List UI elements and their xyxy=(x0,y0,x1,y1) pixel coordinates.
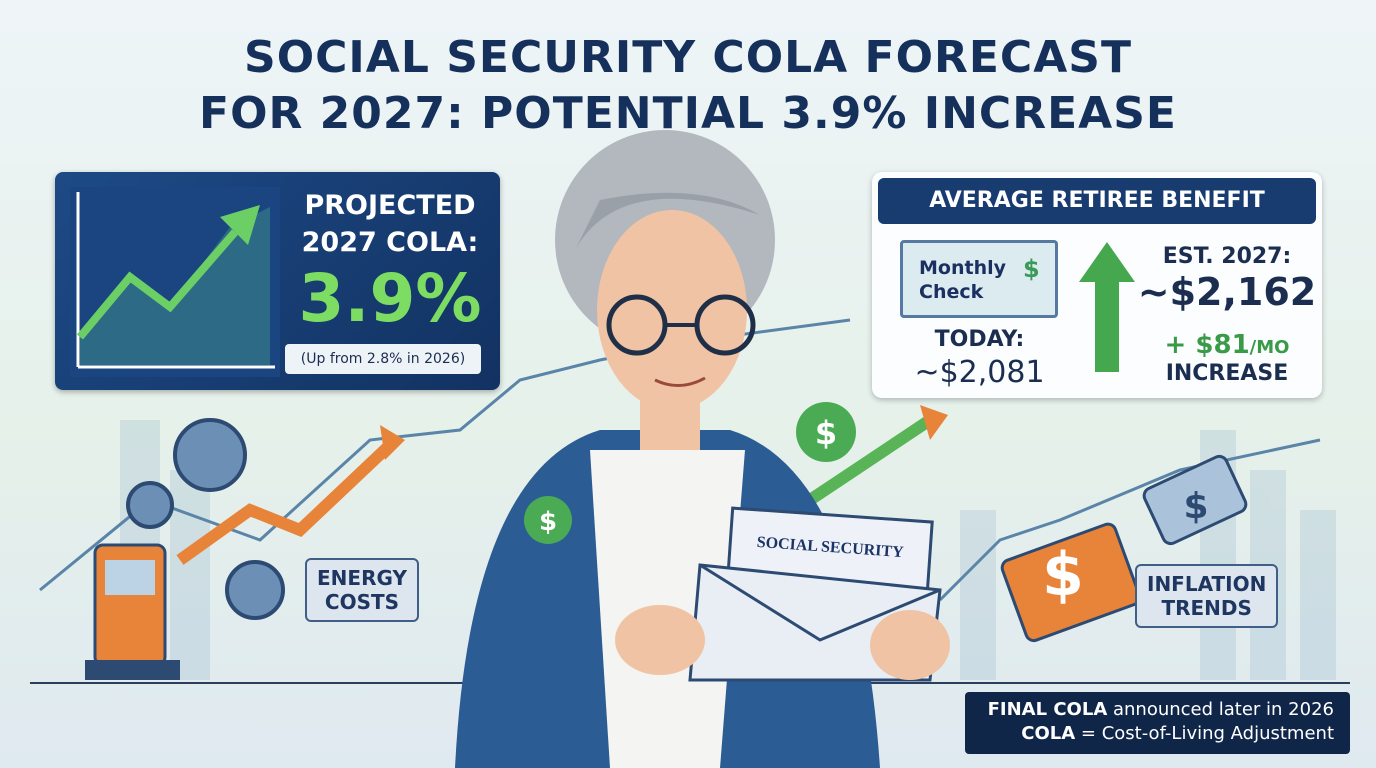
benefit-panel: AVERAGE RETIREE BENEFIT Monthly Check $ … xyxy=(872,172,1322,398)
cola-label: PROJECTED xyxy=(304,190,476,221)
cola-note: (Up from 2.8% in 2026) xyxy=(285,344,481,374)
benefit-header: AVERAGE RETIREE BENEFIT xyxy=(878,178,1316,224)
trend-chart-icon xyxy=(70,187,280,377)
footer-note: FINAL COLA announced later in 2026 COLA … xyxy=(965,692,1350,754)
increase-value: + $81 xyxy=(1164,330,1250,360)
footer-text: announced later in 2026 xyxy=(1107,699,1334,720)
footer-bold: COLA xyxy=(1021,723,1076,744)
increase-unit: /MO xyxy=(1249,337,1290,358)
footer-line: FINAL COLA announced later in 2026 xyxy=(965,698,1334,722)
dollar-icon: $ xyxy=(815,414,837,452)
increase-label: INCREASE xyxy=(1165,361,1289,386)
footer-line: COLA = Cost-of-Living Adjustment xyxy=(965,722,1334,746)
label-line: COSTS xyxy=(324,590,400,614)
label-line: ENERGY xyxy=(317,566,407,590)
increase-amount: + $81/MO xyxy=(1142,330,1312,360)
check-text: Monthly xyxy=(919,257,1006,279)
check-icon: Monthly Check $ xyxy=(900,240,1058,318)
dollar-icon: $ xyxy=(1183,486,1208,527)
today-value: ~$2,081 xyxy=(914,355,1045,390)
cola-panel: PROJECTED 2027 COLA: 3.9% (Up from 2.8% … xyxy=(55,172,500,390)
check-text: Check xyxy=(919,281,984,303)
inflation-label: INFLATION TRENDS xyxy=(1135,564,1279,628)
up-arrow xyxy=(1079,242,1135,372)
cola-label: 2027 COLA: xyxy=(301,227,479,258)
est-value: ~$2,162 xyxy=(1137,270,1317,314)
label-line: TRENDS xyxy=(1161,596,1252,620)
energy-label: ENERGY COSTS xyxy=(305,558,419,622)
dollar-icon: $ xyxy=(1042,540,1084,610)
title-line: SOCIAL SECURITY COLA FORECAST xyxy=(244,32,1132,83)
footer-bold: FINAL COLA xyxy=(987,699,1108,720)
today-label: TODAY: xyxy=(934,327,1025,352)
title-line: FOR 2027: POTENTIAL 3.9% INCREASE xyxy=(199,88,1177,139)
est-label: EST. 2027: xyxy=(1162,244,1292,269)
label-line: INFLATION xyxy=(1147,572,1267,596)
cola-value: 3.9% xyxy=(298,260,482,337)
footer-text: = Cost-of-Living Adjustment xyxy=(1075,723,1334,744)
dollar-icon: $ xyxy=(539,507,557,537)
dollar-icon: $ xyxy=(1023,255,1040,283)
